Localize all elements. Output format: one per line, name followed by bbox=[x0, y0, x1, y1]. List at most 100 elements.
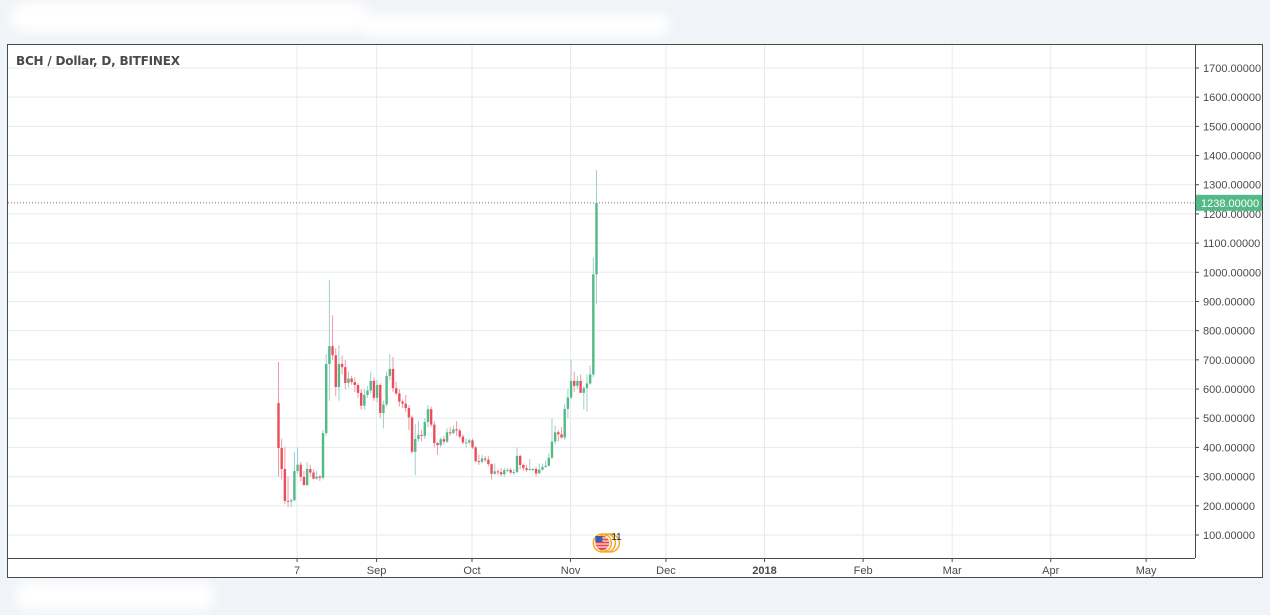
candle-body bbox=[394, 388, 398, 394]
candle-body bbox=[452, 429, 455, 434]
candle-up bbox=[563, 403, 566, 441]
price-axis-label: 500.00000 bbox=[1203, 413, 1255, 425]
candle-down bbox=[420, 429, 423, 442]
time-axis-label: Nov bbox=[561, 565, 581, 577]
candle-body bbox=[436, 443, 439, 446]
candle-body bbox=[334, 355, 337, 388]
time-axis-label: Sep bbox=[367, 565, 387, 577]
candle-up bbox=[480, 454, 484, 464]
candle-body bbox=[490, 464, 493, 474]
candle-body bbox=[302, 476, 306, 486]
candle-body bbox=[359, 392, 363, 406]
candle-body bbox=[579, 380, 582, 393]
candle-up bbox=[423, 418, 426, 439]
candle-up bbox=[515, 447, 519, 474]
candle-up bbox=[531, 467, 535, 472]
candle-body bbox=[309, 469, 312, 473]
candle-body bbox=[531, 469, 535, 471]
blurred-footer-region bbox=[15, 582, 215, 610]
candle-up bbox=[414, 424, 417, 476]
chart-title: BCH / Dollar, D, BITFINEX bbox=[16, 54, 180, 68]
flag-canton bbox=[595, 536, 603, 542]
event-ring bbox=[592, 533, 613, 553]
candle-body bbox=[401, 401, 404, 404]
candle-body bbox=[398, 393, 401, 402]
candle-body bbox=[347, 378, 350, 383]
candle-body bbox=[328, 346, 331, 364]
candle-body bbox=[391, 368, 395, 389]
candle-down bbox=[277, 361, 280, 477]
candle-body bbox=[496, 471, 500, 473]
candle-body bbox=[499, 472, 503, 475]
candle-body bbox=[337, 363, 341, 388]
candle-body bbox=[321, 433, 325, 478]
candle-up bbox=[541, 463, 544, 471]
candle-down bbox=[340, 355, 344, 375]
time-axis-label: Dec bbox=[656, 565, 676, 577]
candle-down bbox=[334, 348, 337, 397]
candle-down bbox=[534, 466, 538, 477]
candle-up bbox=[585, 374, 589, 412]
candle-body bbox=[493, 471, 496, 474]
candle-down bbox=[461, 434, 465, 445]
price-axis-label: 1200.00000 bbox=[1203, 209, 1261, 221]
candle-down bbox=[398, 389, 401, 407]
time-axis-label: Feb bbox=[854, 565, 873, 577]
candle-up bbox=[452, 425, 455, 435]
candle-down bbox=[394, 381, 398, 395]
last-price-badge bbox=[1196, 194, 1262, 211]
candle-body bbox=[461, 436, 465, 443]
candle-body bbox=[445, 432, 449, 442]
candle-body bbox=[356, 384, 360, 393]
candle-down bbox=[407, 405, 411, 430]
candle-up bbox=[369, 371, 372, 394]
candle-body bbox=[366, 390, 369, 395]
candle-up bbox=[363, 389, 366, 410]
price-axis-label: 1300.00000 bbox=[1203, 180, 1261, 192]
candle-body bbox=[487, 459, 490, 465]
candle-body bbox=[480, 458, 484, 462]
candle-up bbox=[325, 354, 328, 436]
candle-up bbox=[569, 359, 573, 400]
candle-down bbox=[449, 426, 452, 436]
event-flag-icon[interactable]: 11 bbox=[592, 532, 622, 553]
price-axis-label: 800.00000 bbox=[1203, 326, 1255, 338]
candle-up bbox=[566, 389, 570, 419]
candle-up bbox=[375, 380, 379, 403]
candle-up bbox=[328, 279, 331, 401]
candle-up bbox=[588, 365, 592, 385]
candle-up bbox=[417, 421, 420, 442]
candle-body bbox=[344, 367, 347, 383]
candle-body bbox=[410, 417, 414, 452]
candle-down bbox=[353, 377, 357, 392]
price-axis-label: 1700.00000 bbox=[1203, 63, 1261, 75]
candle-body bbox=[560, 434, 563, 438]
candle-down bbox=[372, 377, 376, 401]
candle-down bbox=[312, 469, 315, 480]
candle-up bbox=[464, 438, 468, 448]
candle-body bbox=[474, 447, 477, 462]
candle-down bbox=[302, 470, 306, 486]
candle-body bbox=[372, 380, 376, 398]
candle-down bbox=[309, 464, 312, 477]
candle-body bbox=[280, 448, 283, 470]
candle-body bbox=[455, 429, 458, 431]
price-axis-label: 1400.00000 bbox=[1203, 151, 1261, 163]
candle-up bbox=[385, 371, 388, 407]
time-axis-label: 2018 bbox=[752, 565, 776, 577]
candle-body bbox=[515, 455, 519, 472]
candle-body bbox=[375, 384, 379, 398]
candle-up bbox=[595, 170, 598, 305]
candle-body bbox=[573, 380, 576, 386]
candle-up bbox=[315, 470, 318, 480]
candle-up bbox=[512, 469, 516, 476]
candle-down bbox=[442, 435, 446, 445]
candle-body bbox=[404, 403, 407, 409]
candle-body bbox=[407, 408, 411, 418]
candle-body bbox=[582, 388, 585, 393]
candle-body bbox=[299, 464, 302, 477]
chart-container[interactable]: BCH / Dollar, D, BITFINEX bbox=[7, 44, 1263, 578]
candle-down bbox=[509, 467, 512, 474]
candle-body bbox=[439, 439, 442, 446]
